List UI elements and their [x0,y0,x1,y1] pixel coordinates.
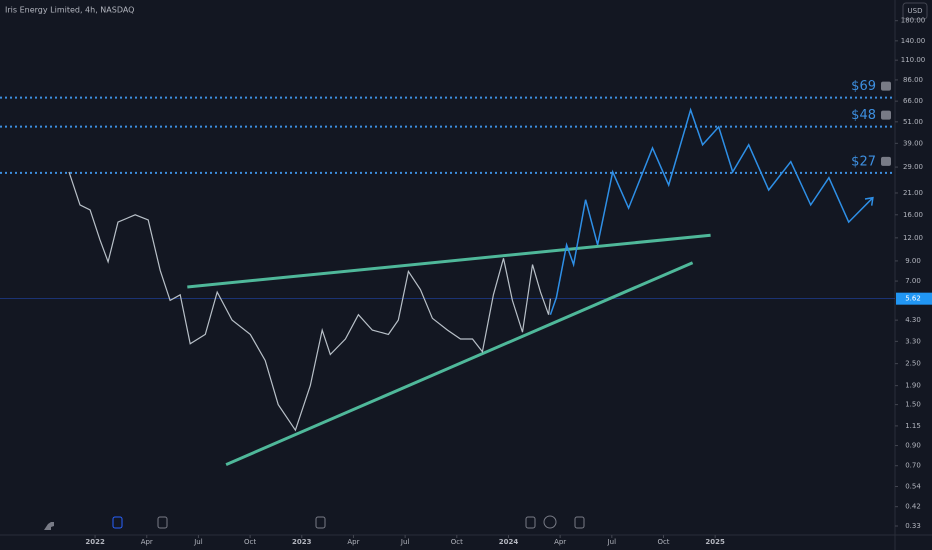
y-tick-label: 66.00 [903,97,923,105]
event-icon[interactable] [157,516,168,529]
projection-arrowhead [864,196,874,206]
x-tick-label: 2023 [292,538,312,546]
price-line [68,171,551,432]
x-tick-label: 2022 [85,538,105,546]
y-tick-label: 29.00 [903,163,923,171]
trend-line [187,233,711,289]
event-icons [44,515,585,530]
event-icon[interactable] [315,516,326,529]
y-tick-label: 39.00 [903,139,923,147]
event-icon[interactable] [525,516,536,529]
event-icon[interactable] [543,515,557,529]
y-tick-label: 21.00 [903,189,923,197]
x-tick-label: Oct [451,538,463,546]
event-icon[interactable] [574,516,585,529]
y-tick-label: 1.15 [905,422,921,430]
y-tick-label: 51.00 [903,118,923,126]
chart-title: Iris Energy Limited, 4h, NASDAQ [5,6,134,15]
logo [44,522,54,530]
projection-line [549,107,874,315]
y-tick-label: 12.00 [903,234,923,242]
x-tick-label: 2024 [499,538,519,546]
y-tick-label: 0.54 [905,483,921,491]
x-tick-label: Apr [347,538,359,546]
y-tick-label: 0.70 [905,462,921,470]
x-tick-label: Jul [400,538,410,546]
x-tick-label: Jul [607,538,617,546]
x-tick-label: 2025 [705,538,725,546]
x-tick-label: Apr [554,538,566,546]
currency-button[interactable] [902,2,928,20]
currency-label[interactable]: USD [908,7,923,15]
level-icon [881,156,891,166]
y-tick-label: 1.90 [905,382,921,390]
event-icon[interactable] [112,516,123,529]
last-price-tag [896,292,932,305]
y-tick-label: 110.00 [901,56,926,64]
y-tick-label: 9.00 [905,257,921,265]
y-tick-label: 7.00 [905,277,921,285]
x-tick-label: Oct [244,538,256,546]
y-tick-label: 180.00 [901,17,926,25]
trend-line [225,261,694,466]
x-tick-label: Jul [193,538,203,546]
price-level-label: $69 [851,79,876,94]
x-tick-label: Oct [657,538,669,546]
price-level-label: $48 [851,108,876,123]
x-tick-label: Apr [141,538,153,546]
y-tick-label: 4.30 [905,316,921,324]
y-tick-label: 140.00 [901,37,926,45]
y-tick-label: 16.00 [903,211,923,219]
y-tick-label: 0.90 [905,442,921,450]
level-icon [881,81,891,91]
y-tick-label: 1.50 [905,401,921,409]
y-tick-label: 0.33 [905,522,921,530]
y-tick-label: 86.00 [903,76,923,84]
last-price-label: 5.62 [905,295,921,303]
y-tick-label: 0.42 [905,503,921,511]
price-level-label: $27 [851,154,876,169]
level-icon [881,110,891,120]
y-tick-label: 2.50 [905,360,921,368]
y-tick-label: 3.30 [905,337,921,345]
